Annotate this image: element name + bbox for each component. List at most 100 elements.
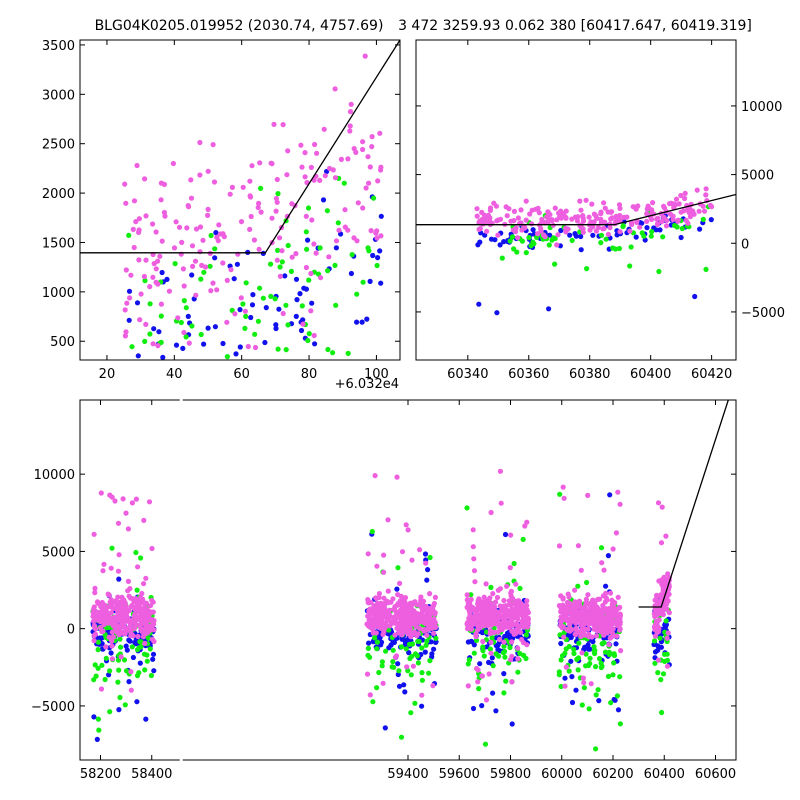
full-lightcurve-point-green	[520, 536, 526, 543]
zoom-left-point-pink	[197, 249, 203, 255]
zoom-right-point-pink	[664, 217, 670, 224]
full-lightcurve-point-blue	[419, 703, 425, 709]
full-lightcurve-point-pink	[409, 557, 415, 563]
zoom-right-plot-area	[416, 186, 736, 316]
zoom-left-point-pink	[345, 156, 351, 162]
zoom-left-point-blue	[213, 230, 219, 236]
full-lightcurve-point-pink	[483, 697, 490, 703]
zoom-right-point-pink	[602, 205, 608, 211]
zoom-right-ytick-label: 0	[741, 237, 749, 252]
zoom-right-xtick-label: 60360	[508, 367, 549, 382]
full-lightcurve-point-pink	[561, 634, 567, 640]
zoom-left-point-blue	[212, 255, 218, 261]
full-lightcurve-point-pink	[657, 609, 664, 615]
zoom-left-point-green	[201, 269, 207, 275]
full-lightcurve-point-green	[581, 685, 588, 691]
zoom-right-point-pink	[527, 211, 533, 217]
zoom-right-point-blue	[657, 227, 663, 233]
full-lightcurve-point-pink	[112, 498, 118, 504]
full-lightcurve-point-green	[115, 679, 121, 685]
zoom-left-point-pink	[130, 226, 136, 232]
full-lightcurve-point-pink	[488, 639, 494, 645]
full-lightcurve-point-green	[591, 648, 597, 654]
zoom-right-point-blue	[639, 220, 645, 226]
full-lightcurve-point-pink	[365, 551, 371, 557]
full-lightcurve-point-blue	[402, 689, 408, 695]
full-lightcurve-point-pink	[427, 623, 433, 629]
full-lightcurve-point-pink	[599, 622, 606, 628]
zoom-left-point-green	[147, 301, 153, 307]
full-lightcurve-point-blue	[108, 650, 114, 656]
full-lightcurve-point-pink	[519, 636, 525, 643]
full-lightcurve-point-green	[423, 642, 429, 648]
zoom-left-point-green	[335, 220, 341, 226]
full-lightcurve-point-pink	[479, 673, 485, 679]
full-lightcurve-point-pink	[120, 496, 126, 502]
zoom-left-point-pink	[347, 109, 354, 115]
full-lightcurve-point-pink	[386, 607, 392, 613]
full-lightcurve-point-green	[137, 639, 143, 645]
zoom-left-point-pink	[314, 150, 320, 156]
zoom-right-point-pink	[503, 204, 509, 210]
zoom-left-point-blue	[134, 300, 141, 306]
full-lightcurve-point-green	[424, 638, 430, 644]
full-lightcurve-point-green	[579, 702, 585, 708]
full-lightcurve-point-green	[419, 645, 425, 651]
full-lightcurve-point-pink	[149, 597, 155, 604]
zoom-right-point-green	[552, 261, 558, 267]
full-lightcurve-point-pink	[490, 591, 496, 597]
zoom-right-point-pink	[486, 216, 493, 223]
full-lightcurve-point-green	[379, 663, 385, 669]
zoom-left-point-pink	[155, 281, 161, 287]
full-lightcurve-point-green	[408, 710, 414, 716]
full-lightcurve-point-blue	[477, 661, 483, 667]
full-lightcurve-point-green	[611, 652, 618, 659]
x-offset-label: +6.032e4	[335, 377, 399, 392]
full-lightcurve-point-pink	[612, 600, 618, 606]
zoom-right-point-pink	[511, 208, 517, 214]
full-lightcurve-point-pink	[599, 560, 605, 566]
full-lightcurve-point-pink	[502, 611, 508, 617]
full-lightcurve-point-pink	[524, 519, 530, 525]
full-lightcurve-point-green	[107, 668, 113, 674]
zoom-right-point-pink	[661, 203, 667, 209]
zoom-right-point-green	[627, 263, 633, 269]
full-lightcurve-point-green	[575, 583, 581, 589]
zoom-left-point-pink	[347, 123, 353, 129]
full-lightcurve-point-pink	[468, 607, 474, 613]
full-lightcurve-point-pink	[410, 619, 416, 625]
full-lightcurve-point-pink	[476, 624, 482, 630]
full-lightcurve-point-green	[663, 618, 669, 624]
full-lightcurve-point-pink	[98, 625, 104, 631]
zoom-left-point-green	[303, 229, 309, 235]
full-lightcurve-point-pink	[493, 599, 499, 605]
right-panel-title: 3 472 3259.93 0.062 380 [60417.647, 6041…	[398, 18, 752, 34]
full-lightcurve-point-green	[608, 700, 614, 706]
zoom-right-point-pink	[703, 186, 709, 192]
zoom-left-point-green	[198, 276, 204, 282]
zoom-left-point-pink	[354, 238, 360, 244]
full-lightcurve-point-pink	[108, 565, 114, 571]
zoom-left-point-pink	[326, 254, 332, 260]
zoom-right-point-pink	[586, 214, 592, 220]
full-lightcurve-point-green	[501, 690, 507, 696]
zoom-left-point-pink	[181, 283, 187, 289]
full-lightcurve-point-pink	[371, 619, 377, 625]
zoom-left-point-pink	[181, 329, 187, 336]
zoom-left-point-pink	[377, 130, 383, 136]
full-lightcurve-point-blue	[607, 492, 613, 498]
zoom-left-point-green	[275, 346, 281, 352]
zoom-left-point-green	[306, 277, 312, 283]
zoom-right-point-pink	[519, 227, 525, 233]
full-lightcurve-point-green	[374, 646, 380, 652]
full-lightcurve-point-pink	[417, 625, 423, 632]
full-lightcurve-point-blue	[116, 707, 122, 713]
full-lightcurve-point-green	[586, 706, 592, 712]
full-lightcurve-point-green	[652, 638, 658, 644]
zoom-left-point-pink	[332, 175, 339, 181]
full-lightcurve-point-blue	[406, 650, 412, 656]
full-lightcurve-point-pink	[397, 626, 403, 632]
zoom-left-point-blue	[249, 302, 256, 308]
zoom-left-point-pink	[242, 308, 248, 314]
full-lightcurve-point-pink	[98, 686, 105, 692]
